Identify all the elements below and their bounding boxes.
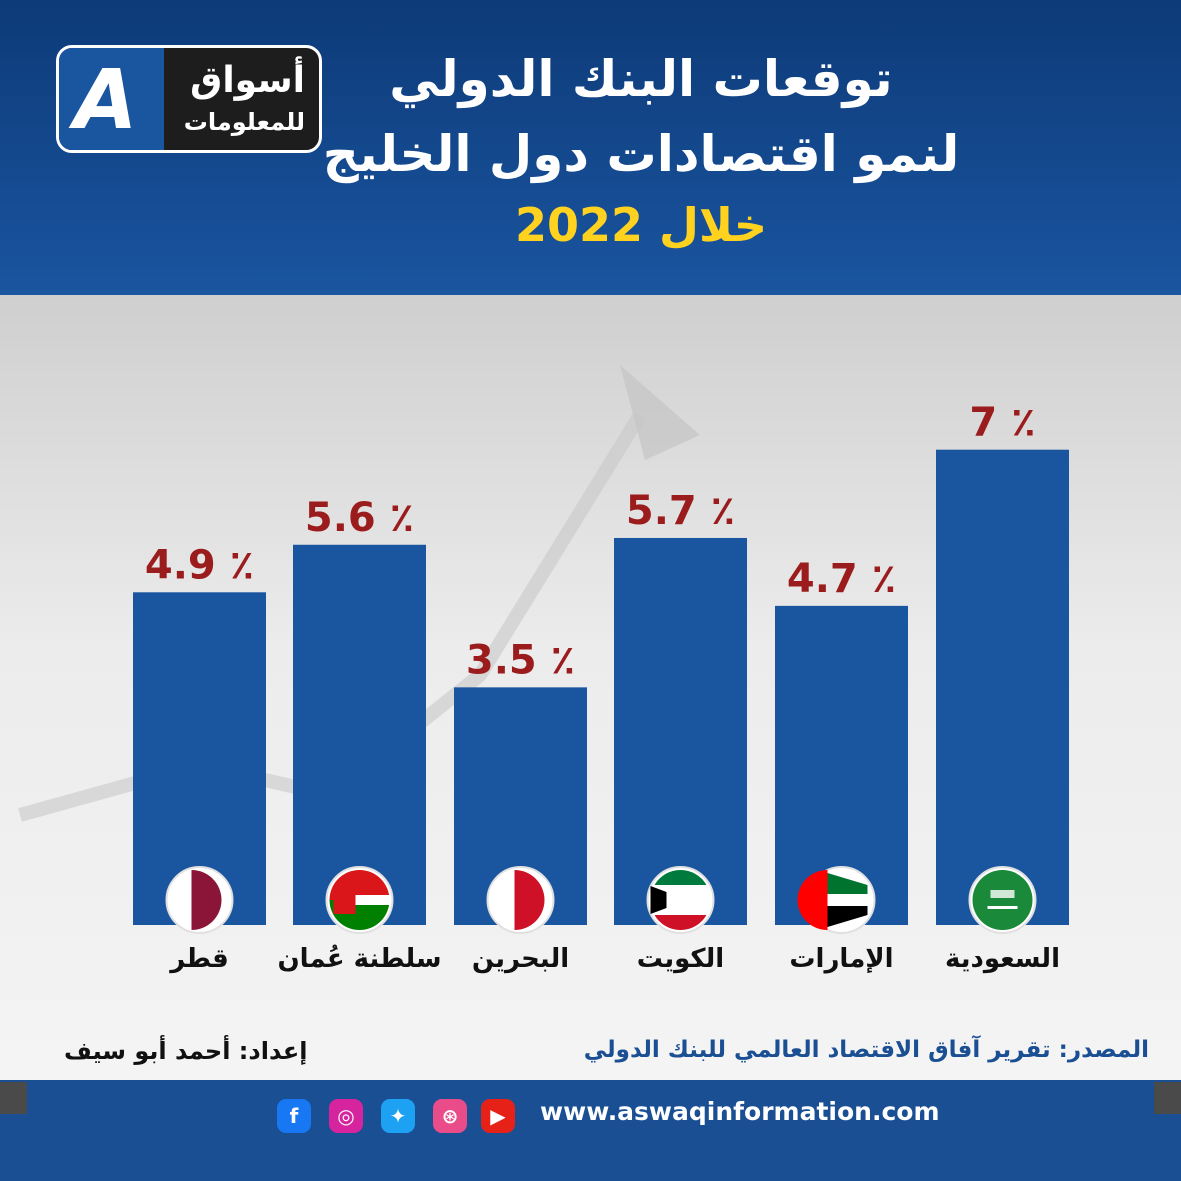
bahrain-flag-icon-part [514,870,545,930]
bar-value-label-3: ٪ 5.7 [626,488,735,534]
category-label-2: البحرين [472,944,569,974]
footer-corner-left [0,1082,27,1114]
qatar-flag-icon-part [191,870,222,930]
logo-text-line2: للمعلومات [183,108,305,136]
brand-logo: A أسواق للمعلومات [56,45,322,153]
youtube-icon[interactable]: ▶ [481,1099,515,1133]
dribbble-icon[interactable]: ⊛ [433,1099,467,1133]
uae-flag-icon-part [827,873,868,894]
title-line-1: توقعات البنك الدولي [389,50,893,108]
uae-flag-icon-part [797,870,828,930]
website-link[interactable]: www.aswaqinformation.com [540,1097,940,1126]
source-note: المصدر: تقرير آفاق الاقتصاد العالمي للبن… [583,1037,1149,1063]
logo-mark-icon: A [59,48,164,150]
oman-flag-icon-part [333,886,356,914]
bar-value-label-2: ٪ 3.5 [466,637,575,683]
bar-1 [293,544,426,925]
bar-chart: ٪ 4.9 قطر ٪ 5.6 سلطنة عُمان ٪ 3.5 البحرين ٪ 5.… [18,365,1069,974]
instagram-icon[interactable]: ◎ [329,1099,363,1133]
author-credit: إعداد: أحمد أبو سيف [64,1037,308,1065]
kuwait-flag-icon-part [654,869,707,885]
logo-text-line1: أسواق [190,60,305,101]
oman-flag-icon-part [355,895,390,905]
kuwait-flag-icon-part [650,886,667,914]
footer-corner-right [1154,1082,1181,1114]
footer-bar [27,1082,1154,1181]
category-label-4: الإمارات [789,944,893,974]
bar-value-label-5: ٪ 7 [969,400,1035,446]
bar-value-label-0: ٪ 4.9 [145,542,254,588]
bar-5 [936,449,1069,925]
title-line-2: لنمو اقتصادات دول الخليج [322,125,960,183]
facebook-icon[interactable]: f [277,1099,311,1133]
category-label-0: قطر [168,944,229,974]
saudi-flag-icon-part [987,906,1018,909]
saudi-flag-icon-part [972,870,1033,930]
kuwait-flag-icon-part [654,915,707,931]
saudi-flag-icon-part [990,890,1015,898]
bar-3 [614,537,747,925]
category-label-3: الكويت [637,944,724,974]
category-label-1: سلطنة عُمان [277,944,441,974]
bar-value-label-4: ٪ 4.7 [787,556,896,602]
background-arrow-head [620,365,700,460]
twitter-icon[interactable]: ✦ [381,1099,415,1133]
title-line-3: خلال 2022 [514,198,768,252]
category-label-5: السعودية [945,944,1060,974]
bar-value-label-1: ٪ 5.6 [305,495,414,541]
uae-flag-icon-part [827,906,868,927]
